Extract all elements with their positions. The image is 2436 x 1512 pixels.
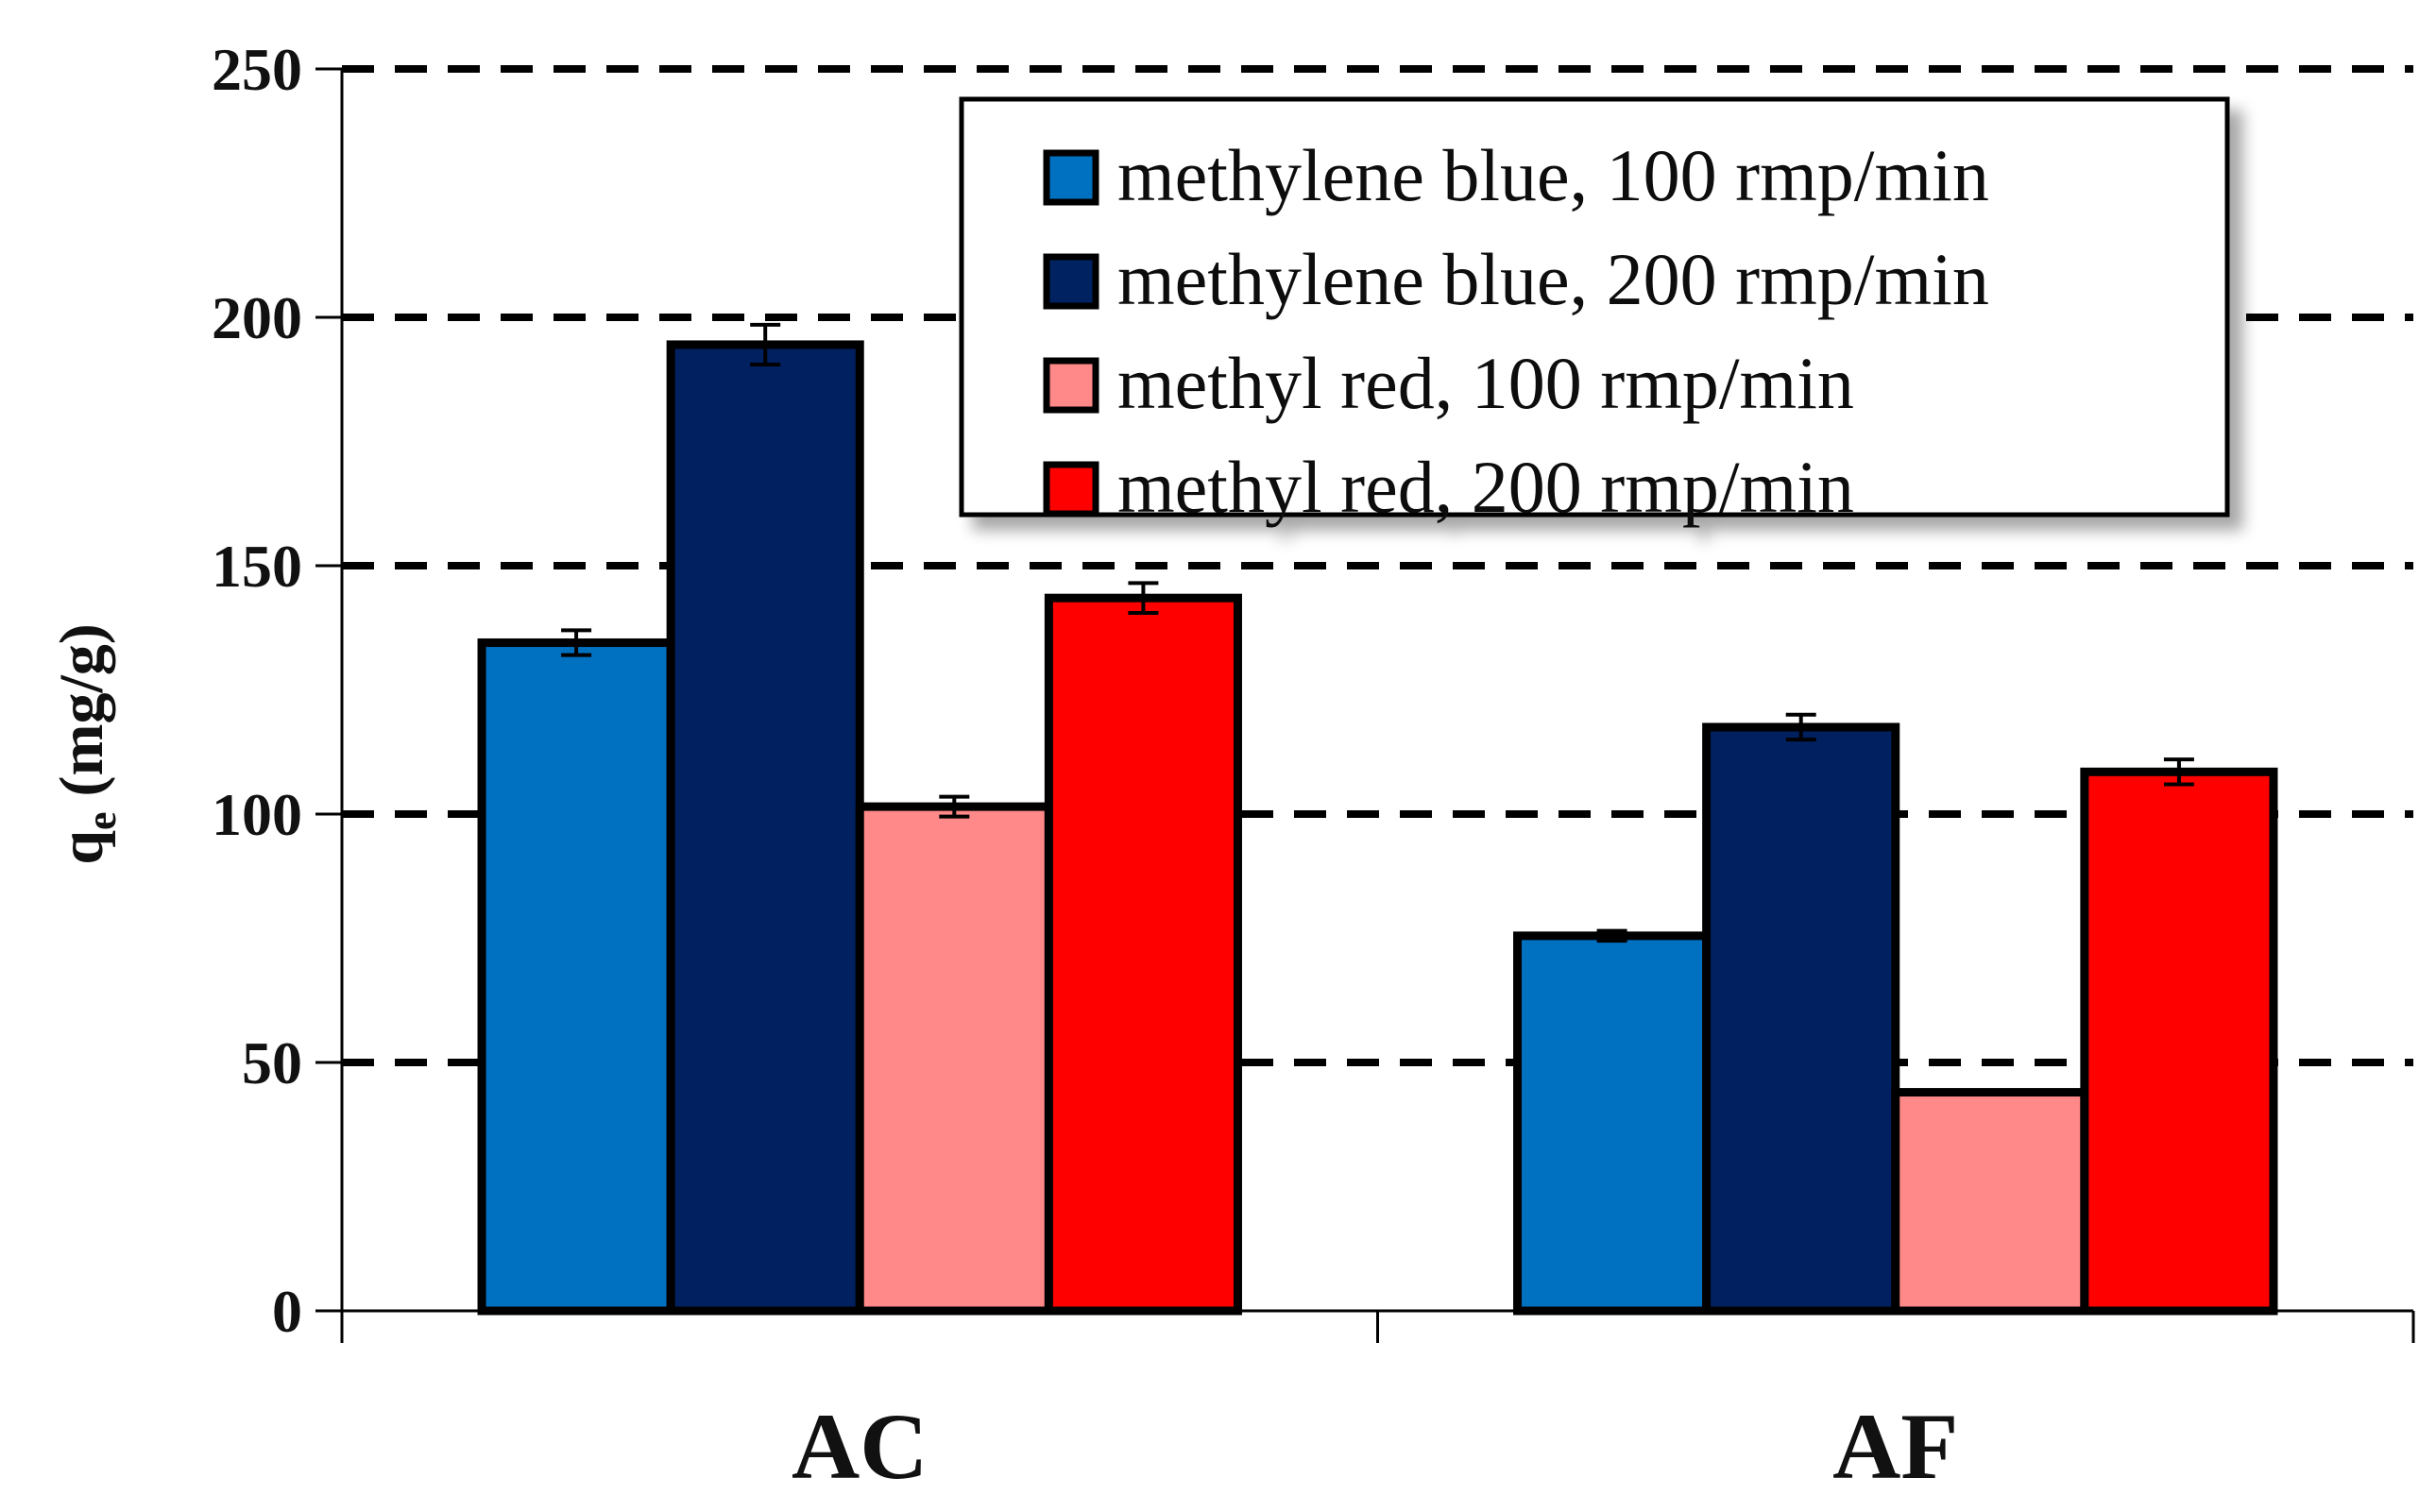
y-tick-label: 0 [272,1278,302,1345]
legend: methylene blue, 100 rmp/min methylene blu… [959,96,2230,528]
y-axis-label: qe (mg/g) [47,623,125,865]
legend-label: methylene blue, 200 rmp/min [1117,238,1989,320]
legend-label: methyl red, 100 rmp/min [1117,342,1854,424]
bars [477,322,2278,1316]
category-label: AC [792,1394,928,1499]
legend-label: methyl red, 200 rmp/min [1117,446,1854,528]
y-tick-label: 100 [212,781,302,848]
legend-swatch [1043,253,1099,310]
bar [1891,1088,2089,1316]
legend-box [959,96,2230,518]
y-axis-label-sub: e [78,812,125,831]
bar [855,802,1053,1316]
legend-label: methylene blue, 100 rmp/min [1117,134,1989,216]
bar [477,638,675,1316]
y-axis-label-main: q [47,830,116,865]
bar [666,340,864,1316]
bar [2080,767,2278,1316]
legend-swatch [1043,149,1099,206]
y-tick-label: 250 [212,36,302,103]
category-labels: AC AF [792,1394,1958,1499]
bar [1044,593,1242,1316]
y-tick-label: 200 [212,284,302,351]
category-label: AF [1832,1394,1958,1499]
y-tick-label: 150 [212,533,302,600]
bar [1702,722,1900,1316]
legend-swatch [1043,461,1099,518]
legend-swatch [1043,357,1099,414]
y-axis-label-unit: (mg/g) [47,623,116,796]
bar [1513,931,1712,1316]
y-tick-label: 50 [242,1029,302,1096]
axes [315,67,2415,1343]
y-tick-labels: 0 50 100 150 200 250 [212,36,302,1345]
